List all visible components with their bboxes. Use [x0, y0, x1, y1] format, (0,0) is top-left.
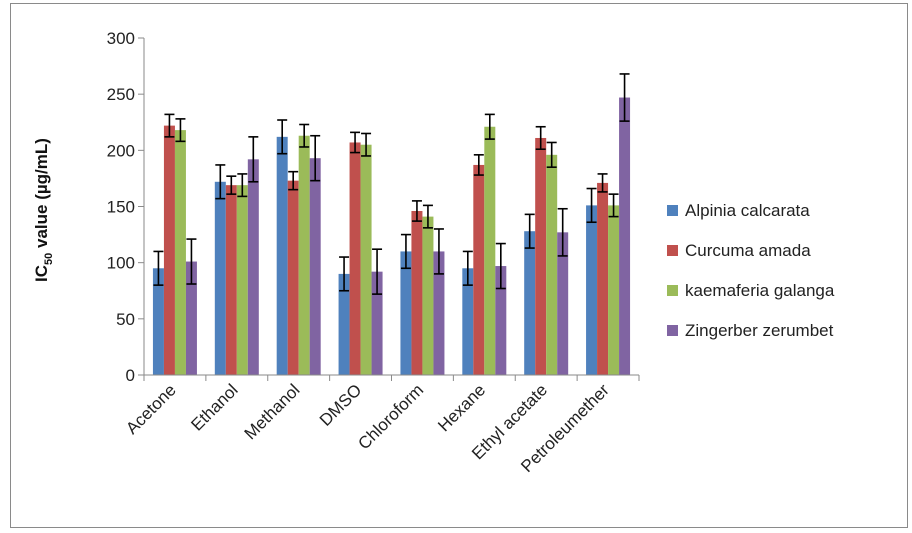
x-tick-label: Acetone	[122, 380, 180, 438]
y-tick-label: 200	[107, 141, 135, 160]
bar	[276, 136, 288, 375]
legend-label: Zingerber zerumbet	[685, 321, 834, 340]
error-bars	[153, 73, 630, 295]
legend-swatch	[667, 245, 678, 256]
chart-frame: 0 50 100 150 200 250 300 Acetone Ethanol Methano…	[10, 3, 908, 528]
bar	[225, 185, 237, 375]
legend-swatch	[667, 285, 678, 296]
y-tick-label: 150	[107, 198, 135, 217]
y-tick-label: 50	[116, 310, 135, 329]
y-axis: 0 50 100 150 200 250 300	[107, 29, 145, 385]
y-tick-label: 0	[126, 366, 135, 385]
y-axis-title-subscript: 50	[43, 253, 55, 265]
bar	[608, 205, 620, 375]
bar	[174, 130, 186, 375]
bar	[371, 271, 383, 375]
legend-label: Alpinia calcarata	[685, 201, 810, 220]
bar	[287, 180, 299, 375]
legend-label: Curcuma amada	[685, 241, 811, 260]
bar	[411, 210, 423, 375]
legend-swatch	[667, 205, 678, 216]
bar	[247, 159, 259, 375]
y-tick-label: 100	[107, 254, 135, 273]
x-tick-label: Chloroform	[354, 380, 427, 453]
bar	[535, 137, 547, 375]
bar	[298, 135, 310, 375]
legend-label: kaemaferia galanga	[685, 281, 835, 300]
bars	[152, 97, 631, 376]
bar	[236, 185, 248, 375]
bar	[473, 164, 485, 375]
x-tick-label: Ethanol	[187, 380, 241, 434]
bar	[495, 266, 507, 375]
bar	[619, 97, 631, 375]
bar	[185, 261, 197, 375]
legend-swatch	[667, 325, 678, 336]
bar	[433, 251, 445, 375]
bar	[309, 158, 321, 375]
bar	[597, 182, 609, 375]
y-tick-label: 250	[107, 85, 135, 104]
y-axis-title-rest: value (µg/mL)	[32, 138, 51, 253]
bar	[422, 216, 434, 375]
bar	[360, 144, 372, 375]
y-axis-title-main: IC	[32, 265, 51, 282]
bar	[557, 232, 569, 375]
bar	[338, 273, 350, 375]
x-tick-label: Hexane	[434, 380, 489, 435]
bar	[349, 142, 361, 375]
bar	[546, 154, 558, 375]
bar	[484, 126, 496, 375]
bar	[163, 125, 175, 376]
y-axis-title: IC50 value (µg/mL)	[32, 138, 55, 282]
bar	[524, 231, 536, 375]
bar	[400, 251, 412, 375]
x-tick-label: Methanol	[241, 380, 304, 443]
x-tick-label: DMSO	[316, 380, 365, 429]
bar	[214, 181, 226, 375]
bar-chart: 0 50 100 150 200 250 300 Acetone EthanolMethano…	[32, 29, 835, 476]
legend: Alpinia calcarata Curcuma amada kaemaferia…	[667, 201, 835, 340]
bar	[152, 268, 164, 375]
y-tick-label: 300	[107, 29, 135, 48]
bar	[586, 205, 598, 375]
bar	[462, 268, 474, 375]
